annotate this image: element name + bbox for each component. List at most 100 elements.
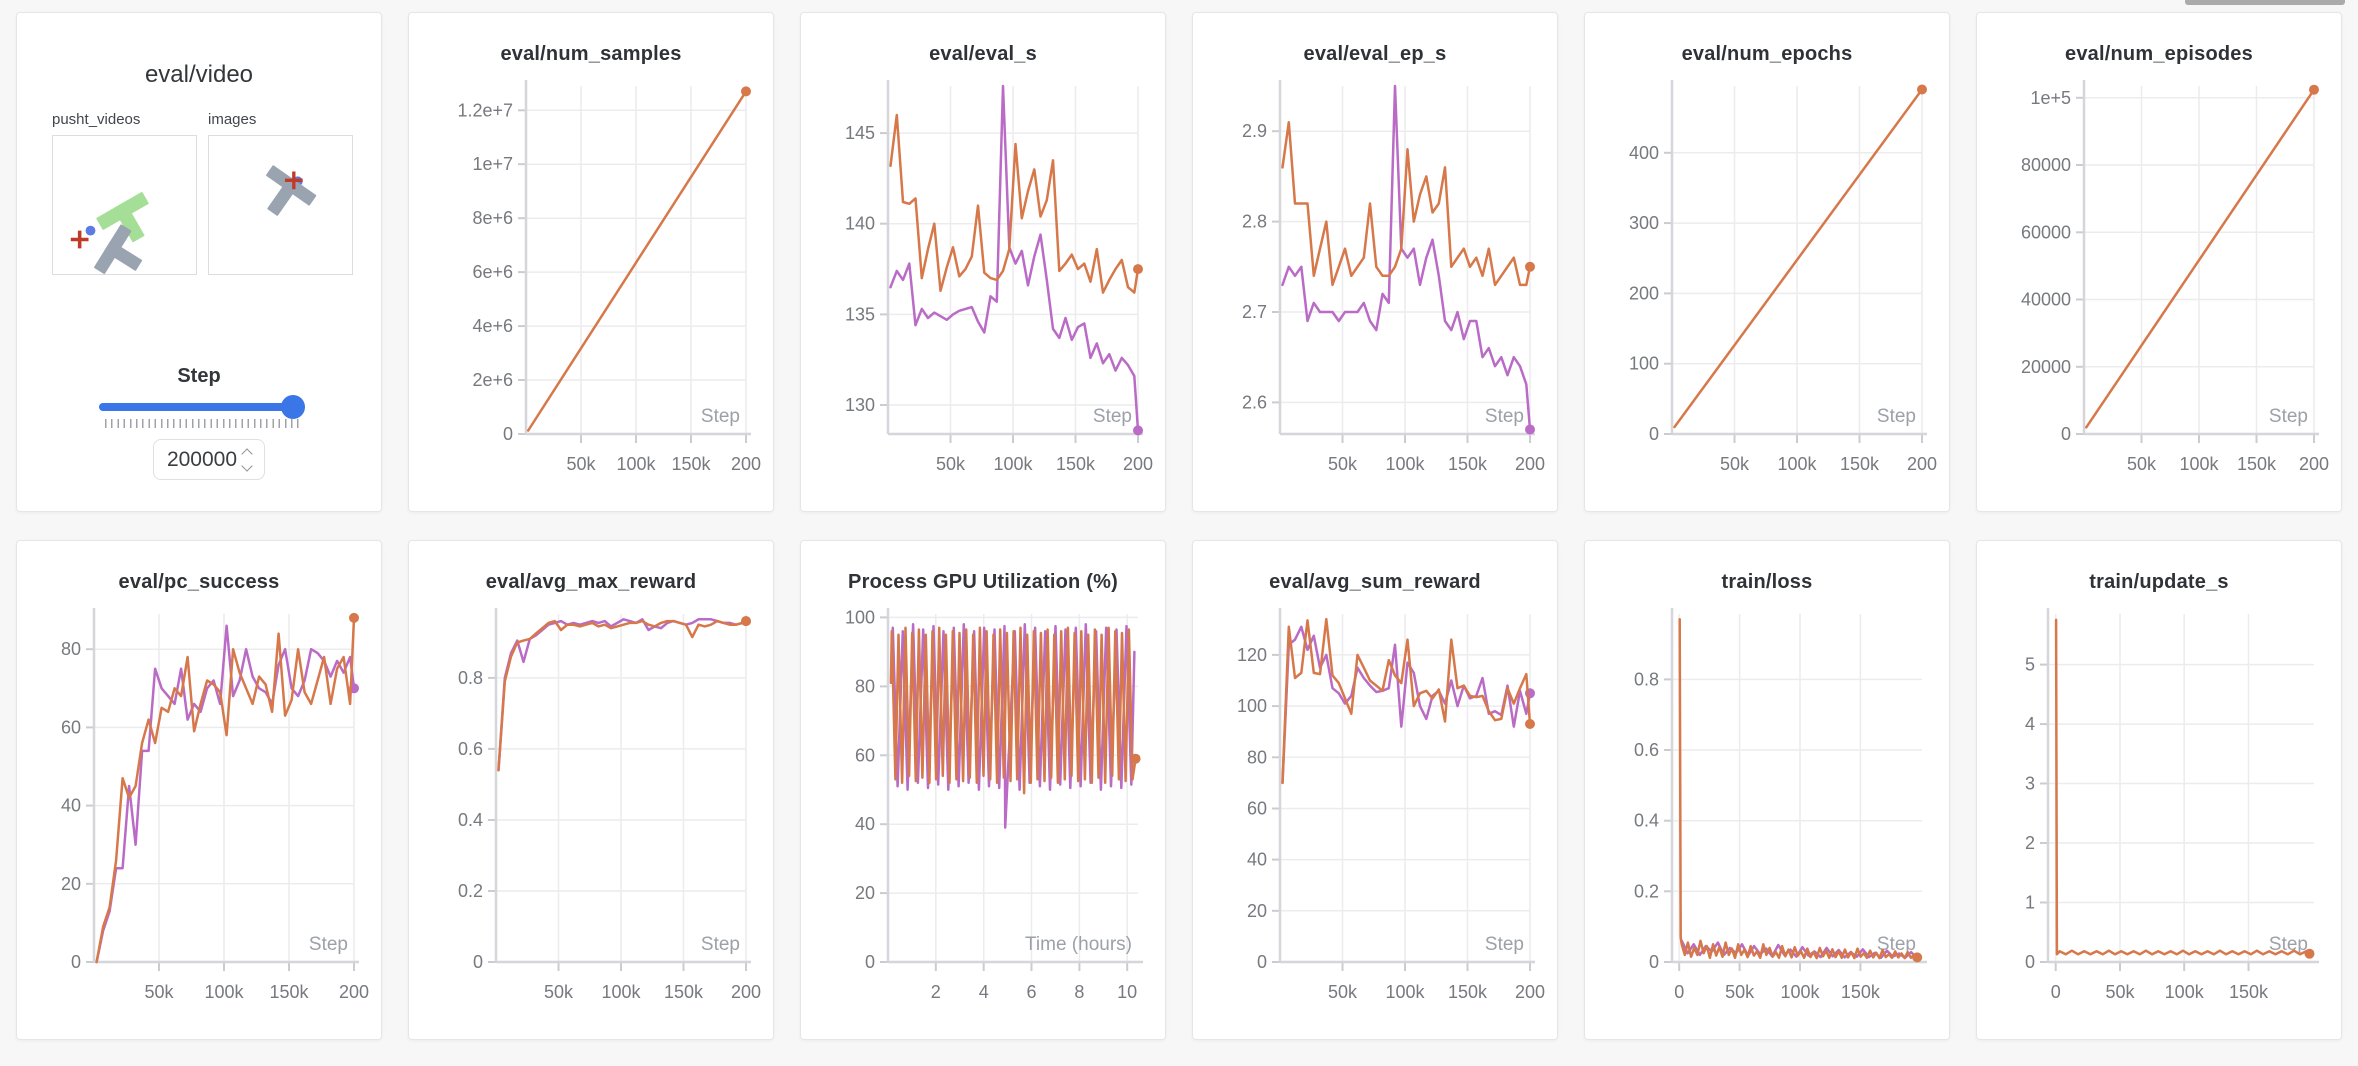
svg-text:2: 2 (2025, 833, 2035, 853)
svg-text:0: 0 (1649, 952, 1659, 972)
step-slider-ruler (105, 419, 299, 428)
stepper-up-icon[interactable] (241, 447, 253, 460)
svg-text:40: 40 (1247, 850, 1267, 870)
chart-title: eval/num_samples (500, 43, 682, 65)
panel-eval-eval-ep-s[interactable]: eval/eval_ep_s 50k 100k 150k 200 2.6 2.7 2.8 2.… (1192, 12, 1558, 512)
svg-text:100k: 100k (2179, 454, 2219, 474)
svg-text:140: 140 (845, 214, 875, 234)
panel-train-update-s[interactable]: train/update_s 0 50k 100k 150k 0 1 2 3 4 5 Step (1976, 540, 2342, 1040)
svg-text:300: 300 (1629, 213, 1659, 233)
svg-text:50k: 50k (566, 454, 596, 474)
svg-text:0.4: 0.4 (458, 810, 483, 830)
images-thumbnail[interactable] (208, 135, 353, 275)
svg-text:100k: 100k (1780, 982, 1820, 1002)
svg-text:50k: 50k (1720, 454, 1750, 474)
svg-text:1e+7: 1e+7 (472, 154, 513, 174)
stepper-down-icon[interactable] (241, 459, 253, 472)
panel-eval-num-samples[interactable]: eval/num_samples 50k 100k 150k 200 0 2e+6 4e+6… (408, 12, 774, 512)
panel-eval-avg-max-reward[interactable]: eval/avg_max_reward 50k 100k 150k 200 0 0.2 0.… (408, 540, 774, 1040)
svg-text:200: 200 (1123, 454, 1153, 474)
eval-avg-sum-reward-chart[interactable]: 50k 100k 150k 200 0 20 40 60 80 100 120 Step (1204, 600, 1546, 1018)
svg-text:0: 0 (2025, 952, 2035, 972)
svg-text:Step: Step (1485, 406, 1524, 427)
panel-process-gpu-utilization[interactable]: Process GPU Utilization (%) 2 4 6 8 10 0 20 40 6… (800, 540, 1166, 1040)
panel-row-2: eval/pc_success 50k 100k 150k 200 0 20 40 60 80 S… (16, 540, 2342, 1040)
svg-text:100: 100 (1629, 354, 1659, 374)
svg-text:200: 200 (731, 982, 761, 1002)
step-slider-track[interactable] (99, 403, 299, 411)
chart-title: eval/avg_max_reward (485, 571, 697, 593)
svg-text:130: 130 (845, 395, 875, 415)
videos-caption: pusht_videos (52, 111, 141, 128)
panel-eval-eval-s[interactable]: eval/eval_s 50k 100k 150k 200 130 135 140 145 St… (800, 12, 1166, 512)
panel-eval-num-epochs[interactable]: eval/num_epochs 50k 100k 150k 200 0 100 200 300… (1584, 12, 1950, 512)
svg-text:4: 4 (979, 982, 989, 1002)
step-value-input[interactable]: 200000 (153, 439, 265, 480)
svg-text:40: 40 (855, 814, 875, 834)
svg-text:8: 8 (1074, 982, 1084, 1002)
svg-text:1.2e+7: 1.2e+7 (457, 100, 513, 120)
chart-title: eval/num_epochs (1681, 43, 1853, 65)
scrollbar-fragment (2185, 0, 2345, 5)
svg-text:60: 60 (1247, 799, 1267, 819)
svg-text:Time (hours): Time (hours) (1025, 934, 1132, 955)
svg-text:100: 100 (1237, 696, 1267, 716)
panel-row-1: eval/video pusht_videos images (16, 12, 2342, 512)
chart-title: eval/pc_success (118, 571, 280, 593)
step-slider-thumb[interactable] (281, 395, 305, 419)
svg-text:100k: 100k (1385, 982, 1425, 1002)
svg-text:0.8: 0.8 (1634, 669, 1659, 689)
panel-eval-pc-success[interactable]: eval/pc_success 50k 100k 150k 200 0 20 40 60 80 S… (16, 540, 382, 1040)
svg-text:100k: 100k (2165, 982, 2205, 1002)
svg-text:200: 200 (2299, 454, 2329, 474)
svg-text:Step: Step (1093, 406, 1132, 427)
svg-text:80: 80 (855, 676, 875, 696)
step-stepper[interactable] (241, 447, 253, 472)
svg-text:2e+6: 2e+6 (472, 370, 513, 390)
goal-cross (70, 230, 89, 249)
pusht-video-thumbnail[interactable] (52, 135, 197, 275)
svg-text:20: 20 (61, 874, 81, 894)
svg-text:0: 0 (865, 952, 875, 972)
eval-pc-success-chart[interactable]: 50k 100k 150k 200 0 20 40 60 80 Step (28, 600, 370, 1018)
svg-text:100k: 100k (1777, 454, 1817, 474)
eval-avg-max-reward-chart[interactable]: 50k 100k 150k 200 0 0.2 0.4 0.6 0.8 Step (420, 600, 762, 1018)
panel-eval-video[interactable]: eval/video pusht_videos images (16, 12, 382, 512)
svg-text:60: 60 (855, 745, 875, 765)
panel-eval-num-episodes[interactable]: eval/num_episodes 50k 100k 150k 200 0 20000 40… (1976, 12, 2342, 512)
svg-text:0: 0 (473, 952, 483, 972)
svg-text:50k: 50k (2127, 454, 2157, 474)
eval-eval-ep-s-chart[interactable]: 50k 100k 150k 200 2.6 2.7 2.8 2.9 Step (1204, 72, 1546, 490)
svg-text:4e+6: 4e+6 (472, 316, 513, 336)
svg-text:100k: 100k (1385, 454, 1425, 474)
svg-text:40000: 40000 (2021, 290, 2071, 310)
svg-text:150k: 150k (664, 982, 704, 1002)
svg-text:150k: 150k (1840, 454, 1880, 474)
svg-text:200: 200 (1515, 454, 1545, 474)
svg-text:1: 1 (2025, 893, 2035, 913)
eval-num-episodes-chart[interactable]: 50k 100k 150k 200 0 20000 40000 60000 80000 1e+5 S… (1988, 72, 2330, 490)
eval-num-epochs-chart[interactable]: 50k 100k 150k 200 0 100 200 300 400 Step (1596, 72, 1938, 490)
svg-text:0: 0 (1649, 424, 1659, 444)
step-slider-label: Step (177, 365, 221, 387)
eval-num-samples-chart[interactable]: 50k 100k 150k 200 0 2e+6 4e+6 6e+6 8e+6 1e+7 1.2e+… (420, 72, 762, 490)
svg-text:3: 3 (2025, 774, 2035, 794)
svg-text:50k: 50k (2105, 982, 2135, 1002)
svg-text:200: 200 (731, 454, 761, 474)
chart-title: train/loss (1721, 571, 1813, 593)
eval-eval-s-chart[interactable]: 50k 100k 150k 200 130 135 140 145 Step (812, 72, 1154, 490)
chart-title: eval/eval_ep_s (1303, 43, 1447, 65)
svg-text:150k: 150k (1056, 454, 1096, 474)
chart-title: eval/eval_s (929, 43, 1037, 65)
svg-text:Step: Step (309, 934, 348, 955)
panel-eval-avg-sum-reward[interactable]: eval/avg_sum_reward 50k 100k 150k 200 0 20 40 6… (1192, 540, 1558, 1040)
svg-text:0.2: 0.2 (458, 881, 483, 901)
svg-text:0: 0 (1674, 982, 1684, 1002)
svg-text:5: 5 (2025, 655, 2035, 675)
panel-train-loss[interactable]: train/loss 0 50k 100k 150k 0 0.2 0.4 0.6 0.8 Step (1584, 540, 1950, 1040)
train-update-s-chart[interactable]: 0 50k 100k 150k 0 1 2 3 4 5 Step (1988, 600, 2330, 1018)
svg-text:200: 200 (1515, 982, 1545, 1002)
svg-text:145: 145 (845, 123, 875, 143)
